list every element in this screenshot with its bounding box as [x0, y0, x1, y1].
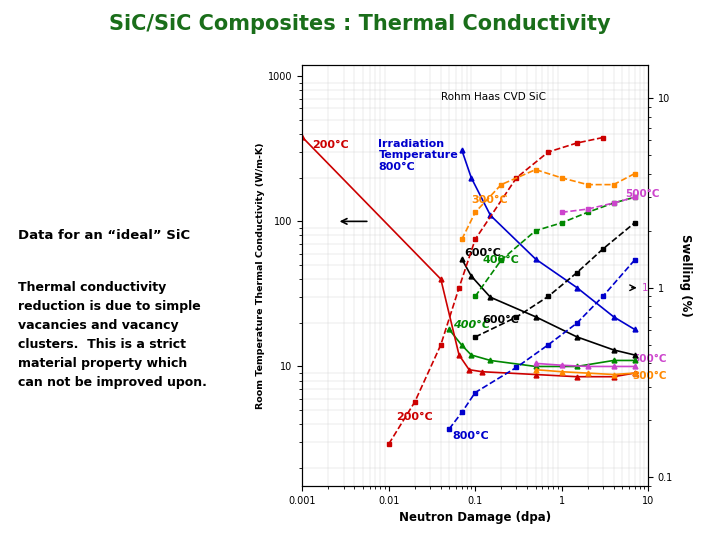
- Text: Irradiation
Temperature
800°C: Irradiation Temperature 800°C: [379, 139, 458, 172]
- Text: 600°C: 600°C: [482, 315, 519, 325]
- Text: 1: 1: [642, 283, 649, 293]
- Text: 800°C: 800°C: [453, 430, 490, 441]
- Text: Rohm Haas CVD SiC: Rohm Haas CVD SiC: [441, 92, 546, 102]
- Text: Data for an “ideal” SiC: Data for an “ideal” SiC: [17, 229, 189, 242]
- Text: 300°C: 300°C: [632, 371, 666, 381]
- Text: Thermal conductivity
reduction is due to simple
vacancies and vacancy
clusters. : Thermal conductivity reduction is due to…: [17, 281, 207, 389]
- X-axis label: Neutron Damage (dpa): Neutron Damage (dpa): [399, 511, 552, 524]
- Text: 300°C: 300°C: [472, 195, 508, 205]
- Text: 400°C: 400°C: [453, 320, 490, 330]
- Y-axis label: Swelling (%): Swelling (%): [680, 234, 693, 317]
- Text: 500°C: 500°C: [626, 190, 660, 199]
- Text: 200°C: 200°C: [396, 412, 433, 422]
- Text: 600°C: 600°C: [464, 248, 501, 258]
- Y-axis label: Room Temperature Thermal Conductivity (W/m-K): Room Temperature Thermal Conductivity (W…: [256, 142, 266, 409]
- Text: 200°C: 200°C: [312, 140, 349, 150]
- Text: SiC/SiC Composites : Thermal Conductivity: SiC/SiC Composites : Thermal Conductivit…: [109, 14, 611, 35]
- Text: 400°C: 400°C: [482, 255, 519, 265]
- Text: 500°C: 500°C: [632, 354, 666, 363]
